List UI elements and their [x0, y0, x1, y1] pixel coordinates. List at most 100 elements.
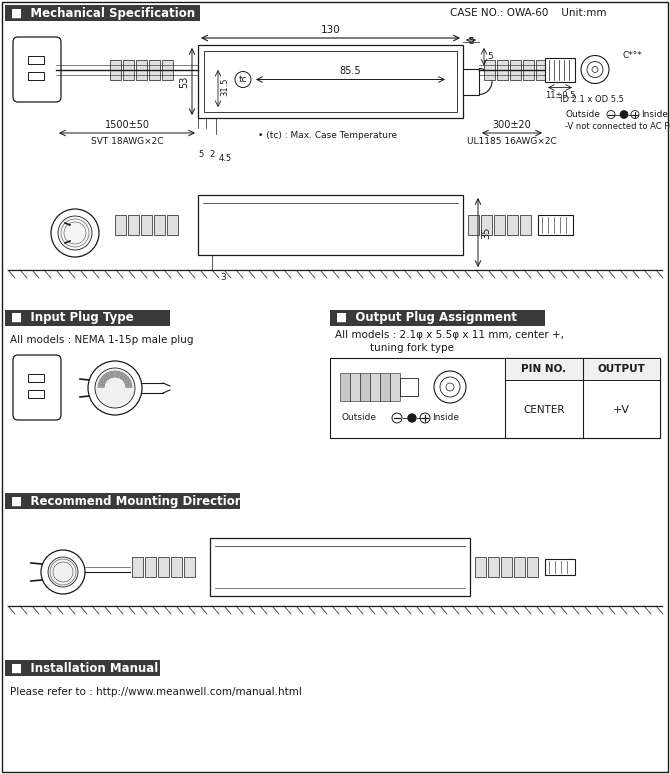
Text: 130: 130	[321, 25, 340, 35]
Circle shape	[58, 216, 92, 250]
Text: 5: 5	[198, 150, 204, 159]
Bar	[527, 557, 538, 577]
Circle shape	[48, 557, 78, 587]
Text: 1500±50: 1500±50	[105, 120, 149, 130]
Circle shape	[88, 361, 142, 415]
Bar	[545, 559, 575, 575]
Text: 300±20: 300±20	[492, 120, 531, 130]
Text: ■  Mechanical Specification: ■ Mechanical Specification	[11, 6, 195, 19]
Circle shape	[581, 56, 609, 84]
Text: Inside: Inside	[641, 110, 668, 119]
Bar	[198, 195, 463, 255]
Text: All models : NEMA 1-15p male plug: All models : NEMA 1-15p male plug	[10, 335, 194, 345]
Bar	[380, 373, 390, 401]
Bar	[167, 215, 178, 235]
Text: ■  Input Plug Type: ■ Input Plug Type	[11, 311, 133, 324]
Text: Please refer to : http://www.meanwell.com/manual.html: Please refer to : http://www.meanwell.co…	[10, 687, 302, 697]
Bar	[488, 557, 499, 577]
Text: 35: 35	[481, 226, 491, 238]
Bar	[158, 557, 169, 577]
Bar	[400, 378, 418, 396]
Bar	[475, 557, 486, 577]
Bar	[494, 215, 505, 235]
Bar	[330, 358, 660, 438]
Bar	[510, 60, 521, 80]
Text: UL1185 16AWG×2C: UL1185 16AWG×2C	[467, 137, 557, 146]
Circle shape	[620, 111, 628, 118]
Text: 2: 2	[209, 150, 214, 159]
Bar	[132, 557, 143, 577]
Text: All models : 2.1φ x 5.5φ x 11 mm, center +,: All models : 2.1φ x 5.5φ x 11 mm, center…	[335, 330, 564, 340]
Bar	[128, 215, 139, 235]
Bar	[28, 72, 44, 80]
Bar	[360, 373, 370, 401]
Bar	[370, 373, 380, 401]
Text: 4.5: 4.5	[218, 154, 232, 163]
Bar	[468, 215, 479, 235]
Bar	[5, 5, 200, 21]
Bar	[463, 69, 479, 94]
Text: Outside: Outside	[342, 413, 377, 423]
Bar	[136, 60, 147, 80]
Bar	[545, 57, 575, 81]
Bar	[5, 310, 170, 326]
Text: Outside: Outside	[565, 110, 600, 119]
Text: PIN NO.: PIN NO.	[521, 364, 567, 374]
Bar	[162, 60, 173, 80]
Text: +V: +V	[612, 405, 630, 415]
Bar	[198, 45, 463, 118]
Bar	[5, 660, 160, 676]
Text: CASE NO.: OWA-60    Unit:mm: CASE NO.: OWA-60 Unit:mm	[450, 8, 606, 18]
Text: 3: 3	[220, 273, 226, 282]
Bar	[390, 373, 400, 401]
Bar	[350, 373, 360, 401]
Circle shape	[446, 383, 454, 391]
Circle shape	[95, 368, 135, 408]
Circle shape	[408, 414, 416, 422]
Bar	[204, 51, 457, 112]
Text: -V not connected to AC FG: -V not connected to AC FG	[565, 122, 670, 131]
Text: 5: 5	[468, 37, 474, 46]
FancyBboxPatch shape	[13, 37, 61, 102]
Text: Inside: Inside	[432, 413, 459, 423]
Bar	[115, 215, 126, 235]
Bar	[520, 215, 531, 235]
Text: ■  Installation Manual: ■ Installation Manual	[11, 662, 158, 674]
Text: ■  Recommend Mounting Direction: ■ Recommend Mounting Direction	[11, 495, 243, 508]
Text: CENTER: CENTER	[523, 405, 565, 415]
Bar	[149, 60, 160, 80]
Bar	[28, 390, 44, 398]
Bar	[501, 557, 512, 577]
Circle shape	[440, 377, 460, 397]
Text: ID 2.1 x OD 5.5: ID 2.1 x OD 5.5	[560, 95, 624, 104]
Circle shape	[592, 67, 598, 73]
Bar	[340, 373, 350, 401]
Bar	[507, 215, 518, 235]
Circle shape	[631, 111, 639, 118]
Text: tuning fork type: tuning fork type	[370, 343, 454, 353]
Bar	[505, 358, 660, 438]
Bar	[141, 215, 152, 235]
Text: 53: 53	[179, 75, 189, 87]
Bar	[171, 557, 182, 577]
Text: 85.5: 85.5	[340, 67, 361, 77]
Bar	[514, 557, 525, 577]
Text: 5: 5	[487, 53, 492, 61]
Bar	[536, 60, 547, 80]
Bar	[538, 215, 573, 235]
Circle shape	[235, 71, 251, 87]
Bar	[5, 493, 240, 509]
Text: OUTPUT: OUTPUT	[597, 364, 645, 374]
Bar	[523, 60, 534, 80]
Circle shape	[392, 413, 402, 423]
Text: 11±0.5: 11±0.5	[545, 91, 576, 101]
Text: • (tc) : Max. Case Temperature: • (tc) : Max. Case Temperature	[258, 132, 397, 141]
Bar	[28, 56, 44, 64]
Bar	[210, 538, 470, 596]
Circle shape	[51, 209, 99, 257]
Text: C*°*: C*°*	[622, 50, 642, 60]
Bar	[484, 60, 495, 80]
Bar	[28, 374, 44, 382]
Bar	[184, 557, 195, 577]
Circle shape	[607, 111, 615, 118]
